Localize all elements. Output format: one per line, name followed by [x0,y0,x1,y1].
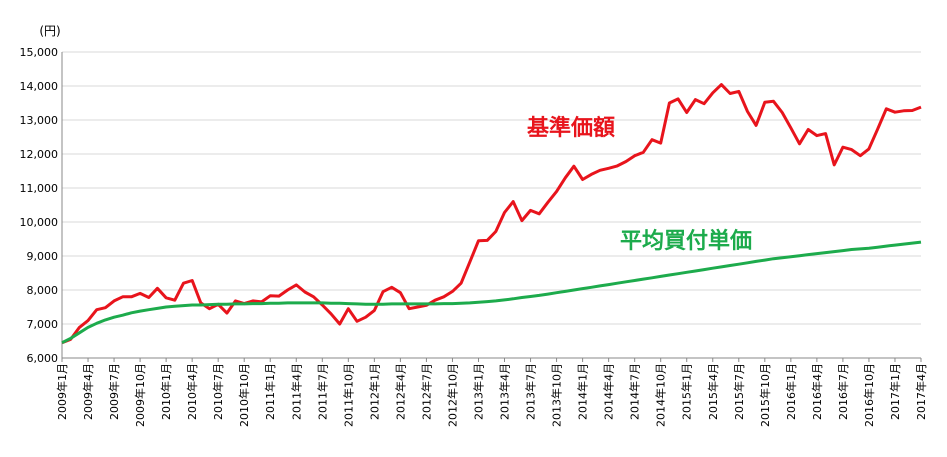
series-line-avg-cost [61,240,922,345]
y-tick-label: 15,000 [20,46,59,59]
x-tick-label: 2012年1月 [367,363,381,420]
series-label-nav: 基準価額 [527,115,615,141]
y-tick-label: 12,000 [20,148,59,161]
y-axis-ticks: 6,000 7,000 8,000 9,000 10,000 11,000 12,000 13… [20,46,59,365]
x-tick-label: 2015年1月 [680,363,694,420]
x-tick-label: 2015年10月 [758,363,772,427]
x-tick-label: 2012年10月 [445,363,459,427]
x-tick-label: 2011年10月 [341,363,355,427]
x-tick-label: 2011年4月 [289,363,303,420]
x-tick-label: 2010年1月 [159,363,173,420]
series-label-avg-cost: 平均買付単価 [620,228,752,254]
x-tick-label: 2013年1月 [471,363,485,420]
x-tick-label: 2016年10月 [862,363,876,427]
x-tick-label: 2016年4月 [810,363,824,420]
x-tick-label: 2011年7月 [315,363,329,420]
y-tick-label: 13,000 [20,114,59,127]
y-tick-label: 9,000 [27,250,59,263]
x-tick-label: 2012年4月 [393,363,407,420]
gridlines [61,51,921,359]
y-tick-label: 6,000 [27,352,59,365]
x-tick-label: 2010年4月 [185,363,199,420]
x-tick-label: 2017年4月 [914,363,928,420]
y-axis-unit: (円) [39,24,60,38]
y-tick-label: 8,000 [27,284,59,297]
x-tick-label: 2009年7月 [107,363,121,420]
x-tick-label: 2013年4月 [498,363,512,420]
x-tick-label: 2012年7月 [419,363,433,420]
x-tick-label: 2014年7月 [628,363,642,420]
x-tick-label: 2009年4月 [81,363,95,420]
x-tick-label: 2015年7月 [732,363,746,420]
x-tick-label: 2015年4月 [706,363,720,420]
x-tick-label: 2011年1月 [263,363,277,420]
y-tick-label: 14,000 [20,80,59,93]
x-tick-label: 2016年1月 [784,363,798,420]
y-tick-label: 10,000 [20,216,59,229]
x-tick-label: 2016年7月 [836,363,850,420]
x-tick-label: 2014年1月 [576,363,590,420]
x-tick-label: 2014年4月 [602,363,616,420]
y-tick-label: 7,000 [27,318,59,331]
x-tick-label: 2010年10月 [237,363,251,427]
x-tick-label: 2010年7月 [211,363,225,420]
x-tick-label: 2009年1月 [55,363,69,420]
x-tick-label: 2013年10月 [550,363,564,427]
x-tick-label: 2014年10月 [654,363,668,427]
x-tick-label: 2013年7月 [524,363,538,420]
x-tick-label: 2009年10月 [133,363,147,427]
x-axis-ticks: 2009年1月 2009年4月 2009年7月 2009年10月 2010年1月 2010… [55,358,928,427]
y-tick-label: 11,000 [20,182,59,195]
x-tick-label: 2017年1月 [888,363,902,420]
series-lines [61,83,922,345]
